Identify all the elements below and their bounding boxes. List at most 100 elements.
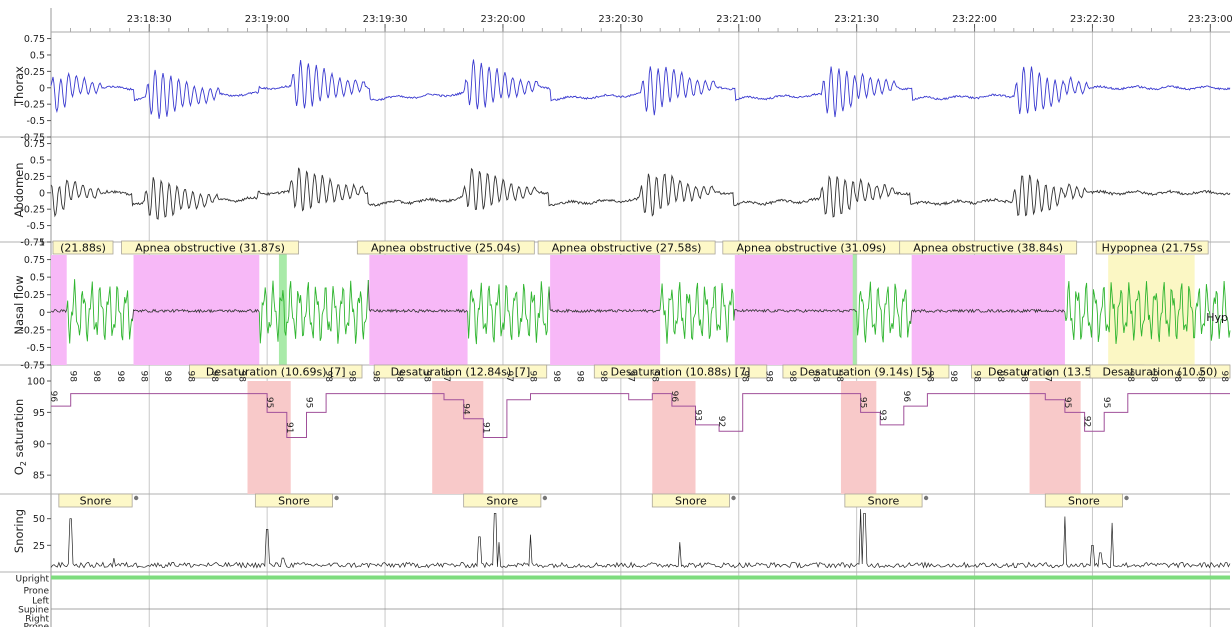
o2-value-label-42: 98: [1019, 371, 1029, 383]
time-tick-label-5: 23:21:00: [716, 14, 761, 25]
snore-marker-5: [1124, 495, 1129, 501]
o2-value-label-43: 97: [1042, 371, 1052, 382]
snore-label-4: Snore: [868, 495, 900, 508]
o2-value-label-7: 98: [209, 371, 219, 383]
o2-value-label-16: 98: [421, 371, 431, 383]
nasal-axis-label: Nasal flow: [12, 275, 26, 334]
o2-value-label-48: 98: [1148, 371, 1158, 383]
snore-label-1-box: [254, 493, 333, 508]
apnea-label-5-box: [899, 240, 1078, 255]
time-tick-label-0: 23:18:30: [127, 14, 172, 25]
desat-label-3-box: [782, 364, 950, 379]
o2-value-label-9: 95: [264, 397, 274, 408]
thorax-y-tick-label-6: -0.75: [20, 133, 45, 144]
o2-value-label-20: 97: [504, 371, 514, 382]
thorax-axis-label: Thorax: [12, 66, 26, 107]
o2-value-label-44: 95: [1062, 397, 1072, 408]
desat-label-3: Desaturation (9.14s) [5]: [800, 366, 933, 379]
o2-value-label-8: 98: [237, 371, 247, 383]
o2-value-label-1: 98: [68, 371, 78, 383]
snore-label-0-box: [58, 493, 133, 508]
abdomen-y-tick-label-1: 0.5: [30, 155, 45, 166]
o2-value-label-51: 98: [1219, 371, 1229, 383]
o2-value-label-27: 96: [669, 391, 679, 403]
o2-value-label-36: 93: [877, 409, 887, 420]
o2-value-label-29: 92: [716, 416, 726, 427]
o2-value-label-26: 98: [649, 371, 659, 383]
o2-value-label-40: 98: [972, 371, 982, 383]
o2-y-tick-label-2: 90: [33, 439, 45, 450]
abdomen-y-tick-label-2: 0.25: [24, 172, 45, 183]
nasal-y-tick-label-4: 0: [39, 308, 45, 319]
o2-y-tick-label-0: 100: [27, 377, 45, 388]
time-tick-label-7: 23:22:00: [952, 14, 997, 25]
o2-value-label-6: 98: [186, 371, 196, 383]
thorax-y-tick-label-2: 0.25: [24, 67, 45, 78]
apnea-label-3: Apnea obstructive (27.58s): [552, 242, 702, 255]
position-label-2: Left: [32, 597, 49, 607]
abdomen-y-tick-label-6: -0.75: [20, 238, 45, 249]
o2-value-label-24: 98: [598, 371, 608, 383]
apnea-label-0: (21.88s): [60, 242, 106, 255]
apnea-region-1: [133, 255, 260, 365]
nasal-y-tick-label-6: -0.5: [26, 343, 45, 354]
desat-region-1: [432, 381, 484, 494]
desat-label-5-box: [1089, 364, 1231, 379]
o2-value-label-45: 92: [1082, 416, 1092, 427]
thorax-y-tick-label-4: -0.25: [20, 100, 45, 111]
time-tick-label-8: 23:22:30: [1070, 14, 1115, 25]
apnea-label-6: Hypopnea (21.75s: [1102, 242, 1203, 255]
o2-value-label-34: 98: [834, 371, 844, 383]
snoring-y-tick-label-1: 25: [33, 541, 45, 552]
apnea-label-5: Apnea obstructive (38.84s): [913, 242, 1063, 255]
o2-value-label-25: 97: [626, 371, 636, 382]
desat-label-0-box: [189, 364, 363, 379]
position-label-0: Upright: [16, 575, 50, 585]
time-tick-label-4: 23:20:30: [598, 14, 643, 25]
o2-value-label-18: 94: [461, 403, 471, 415]
o2-value-label-23: 98: [575, 371, 585, 383]
time-tick-label-1: 23:19:00: [245, 14, 290, 25]
o2-value-label-38: 98: [924, 371, 934, 383]
snore-label-2-box: [463, 493, 542, 508]
o2-value-label-47: 98: [1125, 371, 1135, 383]
breath-marker-0: [278, 242, 287, 365]
o2-value-label-15: 98: [394, 371, 404, 383]
o2-value-label-22: 98: [551, 371, 561, 383]
abdomen-axis-label: Abdomen: [12, 162, 26, 217]
desat-label-1: Desaturation (12.84s) [7]: [391, 366, 531, 379]
o2-y-tick-label-3: 85: [33, 471, 45, 482]
snore-label-2: Snore: [486, 495, 518, 508]
o2-value-label-39: 98: [948, 371, 958, 383]
apnea-label-6-box: [1095, 240, 1209, 255]
snore-marker-2: [542, 495, 548, 501]
nasal-flow-breathing-signal: [66, 279, 1231, 345]
apnea-region-2: [369, 255, 468, 365]
snoring-signal: [50, 509, 1231, 569]
thorax-y-tick-label-3: 0: [39, 83, 45, 94]
abdomen-y-tick-label-4: -0.25: [20, 205, 45, 216]
thorax-signal: [50, 59, 1231, 119]
snore-marker-4: [923, 495, 929, 501]
snore-marker-3: [731, 495, 736, 501]
apnea-region-6: [1108, 255, 1195, 365]
nasal-y-tick-label-2: 0.5: [30, 273, 45, 284]
desat-region-3: [840, 381, 877, 494]
time-tick-label-6: 23:21:30: [834, 14, 879, 25]
abdomen-y-tick-label-3: 0: [39, 188, 45, 199]
desat-region-2: [652, 381, 696, 494]
desat-label-2: Desaturation (10.88s) [7]: [611, 366, 751, 379]
snore-marker-1: [334, 495, 339, 501]
o2-value-label-17: 97: [441, 371, 451, 382]
apnea-region-4: [734, 255, 857, 365]
snore-label-5-box: [1044, 493, 1123, 508]
thorax-y-tick-label-5: -0.5: [26, 116, 45, 127]
o2-value-label-49: 98: [1172, 371, 1182, 383]
snore-label-3: Snore: [675, 495, 707, 508]
desat-label-2-box: [593, 364, 768, 379]
abdomen-y-tick-label-5: -0.5: [26, 221, 45, 232]
o2-value-label-41: 98: [995, 371, 1005, 383]
o2-value-label-30: 98: [740, 371, 750, 383]
desat-label-5: Desaturation (10.50): [1103, 366, 1218, 379]
